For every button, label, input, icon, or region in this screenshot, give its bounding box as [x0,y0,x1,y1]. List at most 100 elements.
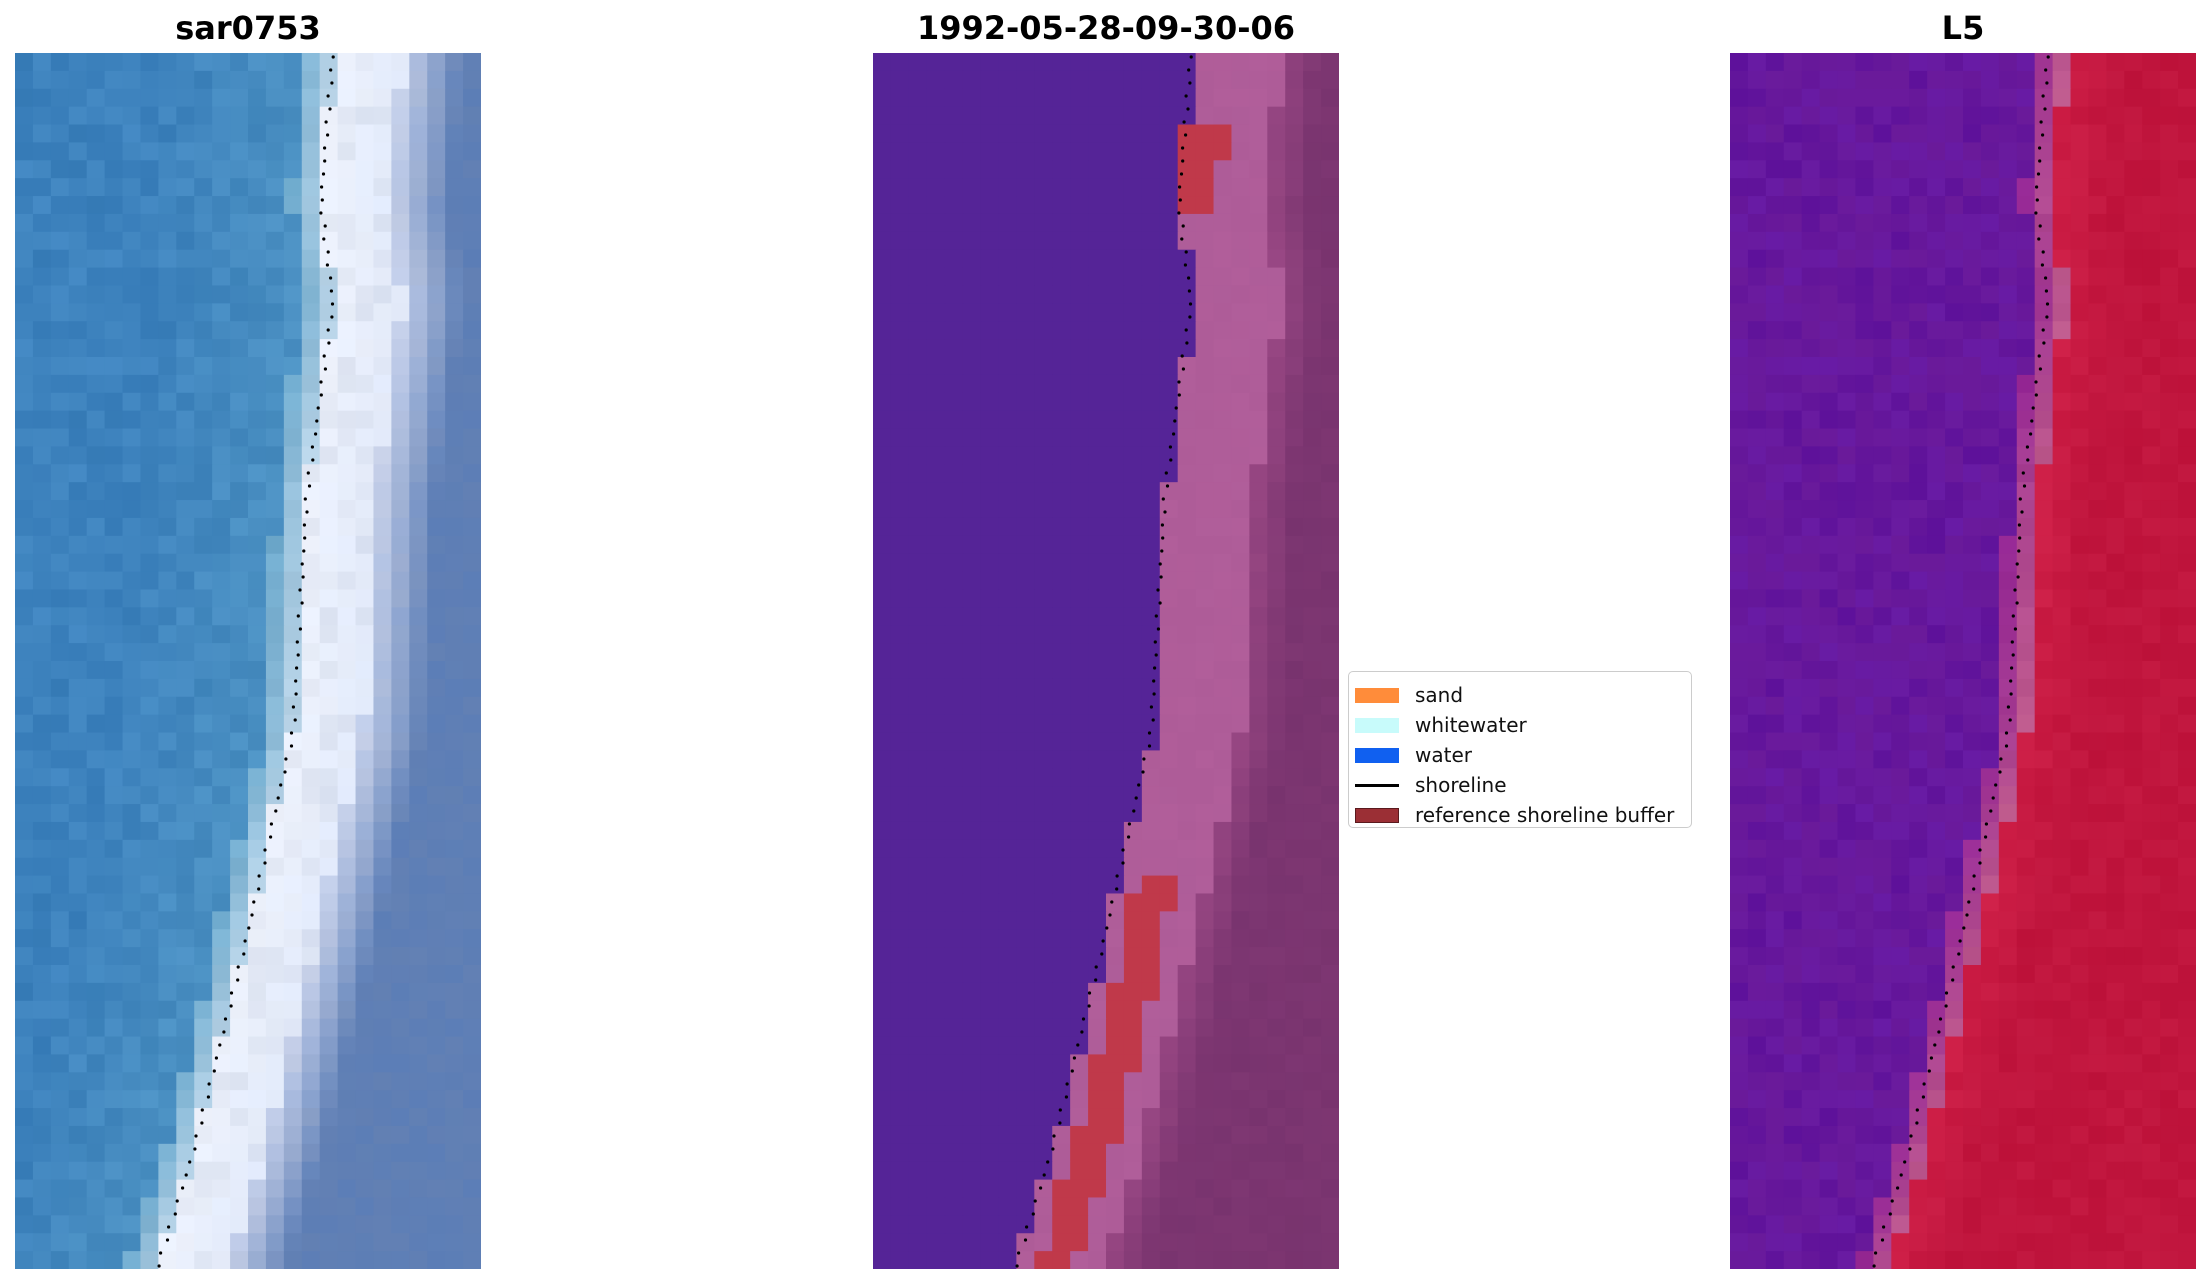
shoreline-dot [1978,861,1982,865]
shoreline-dot [1994,783,1998,787]
shoreline-dot [1183,263,1187,267]
shoreline-dot [2015,562,2019,566]
shoreline-dot [1184,250,1188,254]
shoreline-dot [295,640,299,644]
shoreline-dot [2017,549,2021,553]
shoreline-dot [1142,757,1146,761]
shoreline-dot [1882,1225,1886,1229]
shoreline-dot [322,237,326,241]
shoreline-dot [1094,978,1098,982]
shoreline-dot [229,991,234,995]
shoreline-dot [315,419,319,423]
shoreline-dot [1154,614,1158,618]
shoreline-dot [1115,887,1119,891]
panel-title-rgb: sar0753 [175,9,321,47]
shoreline-dot [1168,445,1172,449]
shoreline-dot [269,835,273,839]
shoreline-dot [322,354,326,358]
shoreline-dot [2037,354,2041,358]
index-image [1730,53,2196,1269]
shoreline-dot [1121,848,1125,852]
shoreline-dot [2013,627,2017,631]
shoreline-dot [1984,822,1988,826]
legend-item-sand: sand [1355,681,1463,709]
shoreline-dot [1967,900,1971,904]
shoreline-dot [1972,874,1976,878]
shoreline-dot [1180,237,1184,241]
shoreline-dot [2010,640,2014,644]
shoreline-dot [2038,224,2042,228]
shoreline-dot [300,562,304,566]
shoreline-dot [329,68,333,72]
shoreline-dot [218,1043,222,1047]
shoreline-dot [269,822,273,826]
shoreline-dot [1174,406,1178,410]
shoreline-dot [284,757,288,761]
shoreline-dot [319,211,323,215]
shoreline-dot [1160,523,1164,527]
shoreline-dot [1127,835,1131,839]
shoreline-dot [2040,263,2044,267]
sand-swatch [1355,687,1399,703]
shoreline-dot [1915,1108,1919,1112]
shoreline-dot [1896,1186,1900,1190]
shoreline-dot [1147,744,1152,748]
shoreline-dot [295,666,299,670]
shoreline-dot [1072,1056,1076,1060]
shoreline-dot [1184,328,1188,332]
shoreline-dot [1989,809,1993,813]
shoreline-dot [1958,939,1962,943]
shoreline-dot [1164,471,1168,475]
shoreline-dot [323,159,327,163]
shoreline-dot [320,185,324,189]
shoreline-dot [1025,1225,1029,1229]
shoreline-dot [1154,653,1158,657]
classification-image [873,53,1339,1269]
shoreline-dot [159,1251,163,1255]
shoreline-dot [289,731,294,735]
shoreline-dot [314,432,318,436]
shoreline-dot [2010,666,2014,670]
shoreline-dot [2018,536,2022,540]
shoreline-dot [1991,796,1995,800]
shoreline-dot [2035,198,2039,202]
shoreline-dot [2029,432,2033,436]
shoreline-dot [193,1147,197,1151]
shoreline-dot [1890,1199,1894,1203]
shoreline-dot [1017,1251,1021,1255]
shoreline-dot [1065,1082,1069,1086]
shoreline-dot [329,289,333,293]
rgb-image-panel [15,53,481,1269]
shoreline-dot [243,939,247,943]
shoreline-dot [229,1004,233,1008]
shoreline-dot [302,523,306,527]
shoreline-dot [214,1056,218,1060]
shoreline-dot [223,1017,228,1021]
shoreline-dot [2011,614,2015,618]
shoreline-dot [2039,120,2043,124]
shoreline-dot [1951,965,1955,969]
shoreline-dot [1152,692,1156,696]
shoreline-dot [1181,159,1185,163]
shoreline-dot [1951,978,1955,982]
shoreline-dot [1094,965,1098,969]
shoreline-dot [1151,718,1155,722]
shoreline-dot [2041,250,2045,254]
legend-item-shoreline: shoreline [1355,771,1507,799]
shoreline-dot [1187,68,1191,72]
shoreline-dot [1181,146,1185,150]
shoreline-dot [1158,601,1162,605]
shoreline-dot [1132,809,1136,813]
shoreline-dot [1134,796,1138,800]
shoreline-dot [321,172,326,176]
shoreline-dot [2036,172,2041,176]
shoreline-dot [1177,393,1181,397]
shoreline-dot [1178,185,1182,189]
shoreline-dot [1888,1212,1892,1216]
legend-label-reference-buffer: reference shoreline buffer [1415,803,1675,827]
shoreline-dot [1933,1043,1937,1047]
shoreline-dot [1161,536,1165,540]
shoreline-dot [323,367,327,371]
shoreline-dot [1937,1030,1941,1034]
shoreline-dot [330,81,334,85]
